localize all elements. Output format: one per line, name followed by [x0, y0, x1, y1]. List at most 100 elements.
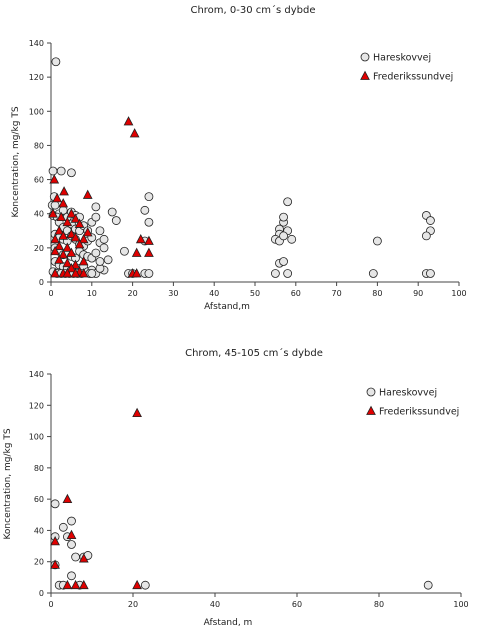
- x-tick-label: 60: [292, 600, 302, 609]
- data-point: [62, 268, 73, 278]
- x-tick-label: 40: [210, 600, 220, 609]
- data-point: [131, 247, 142, 257]
- y-tick-label: 140: [29, 39, 44, 48]
- data-point: [132, 407, 142, 418]
- data-point: [50, 559, 60, 569]
- data-point: [66, 228, 77, 239]
- data-point: [50, 499, 60, 509]
- data-point: [287, 234, 297, 244]
- data-point: [50, 536, 60, 546]
- data-point: [270, 269, 280, 278]
- x-tick-label: 0: [48, 289, 53, 298]
- x-tick-label: 20: [128, 289, 138, 298]
- data-point: [50, 233, 60, 244]
- data-point: [423, 580, 433, 590]
- y-tick-label: 20: [34, 558, 44, 567]
- data-point: [54, 254, 65, 264]
- legend-label: Hareskovvej: [373, 53, 431, 64]
- x-tick-label: 90: [413, 289, 423, 298]
- series-frederikssundvej: [48, 116, 154, 278]
- chart-title: Chrom, 0-30 cm´s dybde: [190, 4, 315, 16]
- x-tick-label: 40: [209, 289, 219, 298]
- data-point: [48, 166, 58, 176]
- data-point: [78, 268, 89, 278]
- data-point: [67, 168, 76, 178]
- data-point: [67, 516, 76, 526]
- data-point: [66, 262, 77, 273]
- series-hareskovvej: [50, 499, 433, 590]
- data-point: [144, 192, 154, 202]
- data-point: [426, 269, 435, 278]
- data-point: [56, 166, 66, 176]
- y-tick-label: 60: [34, 495, 44, 504]
- series-hareskovvej: [47, 57, 435, 278]
- data-point: [70, 232, 81, 242]
- y-axis-label: Koncentration, mg/kg TS: [11, 106, 21, 217]
- data-point: [279, 212, 288, 222]
- legend-marker-circle: [360, 52, 370, 62]
- data-point: [62, 216, 73, 227]
- data-point: [123, 116, 134, 126]
- chart-bottom-45-105cm: Chrom, 45-105 cm´s dybde 0 20 40 60 80 100 120 1…: [3, 347, 469, 628]
- data-point: [91, 248, 101, 258]
- data-point: [95, 257, 105, 266]
- data-point: [78, 553, 89, 563]
- legend-marker-triangle: [360, 70, 370, 80]
- data-point: [129, 128, 140, 138]
- y-tick-label: 100: [29, 107, 44, 116]
- x-tick-label: 70: [332, 289, 342, 298]
- data-point: [62, 242, 73, 252]
- data-point: [421, 231, 431, 241]
- data-point: [62, 257, 73, 268]
- y-tick-label: 80: [34, 141, 44, 150]
- x-tick-label: 10: [87, 289, 97, 298]
- data-point: [140, 580, 150, 590]
- data-point: [67, 540, 76, 549]
- y-tick-label: 80: [34, 464, 44, 473]
- y-tick-label: 40: [34, 526, 44, 535]
- data-point: [62, 579, 73, 590]
- data-point: [144, 217, 154, 227]
- data-point: [87, 269, 97, 278]
- legend-marker-triangle: [366, 405, 376, 415]
- data-point: [67, 571, 76, 581]
- data-point: [279, 257, 288, 266]
- data-point: [103, 255, 113, 265]
- data-point: [70, 579, 81, 590]
- data-point: [50, 268, 60, 278]
- data-point: [132, 579, 142, 590]
- x-tick-label: 50: [250, 289, 260, 298]
- data-point: [120, 246, 129, 256]
- y-tick-label: 120: [29, 401, 44, 410]
- data-point: [54, 225, 65, 235]
- data-point: [111, 216, 121, 225]
- data-point: [91, 202, 101, 212]
- data-point: [74, 218, 85, 228]
- data-point: [58, 522, 68, 532]
- y-tick-label: 120: [29, 73, 44, 82]
- data-point: [372, 236, 382, 246]
- data-point: [91, 212, 101, 222]
- x-tick-label: 100: [453, 600, 468, 609]
- data-point: [74, 239, 85, 249]
- x-tick-label: 30: [168, 289, 178, 298]
- legend-label: Hareskovvej: [379, 388, 437, 399]
- data-point: [135, 233, 146, 244]
- data-point: [49, 174, 60, 184]
- y-tick-label: 0: [39, 278, 44, 287]
- x-tick-label: 80: [374, 600, 384, 609]
- data-point: [144, 269, 154, 278]
- chart-title: Chrom, 45-105 cm´s dybde: [185, 347, 323, 359]
- data-point: [52, 192, 62, 203]
- data-point: [279, 231, 288, 241]
- data-point: [70, 213, 81, 223]
- data-point: [426, 216, 435, 225]
- data-point: [144, 247, 154, 257]
- data-point: [140, 205, 150, 215]
- data-point: [78, 579, 89, 590]
- x-tick-label: 0: [48, 600, 53, 609]
- data-point: [58, 249, 69, 259]
- y-tick-label: 40: [34, 210, 44, 219]
- data-point: [283, 269, 293, 278]
